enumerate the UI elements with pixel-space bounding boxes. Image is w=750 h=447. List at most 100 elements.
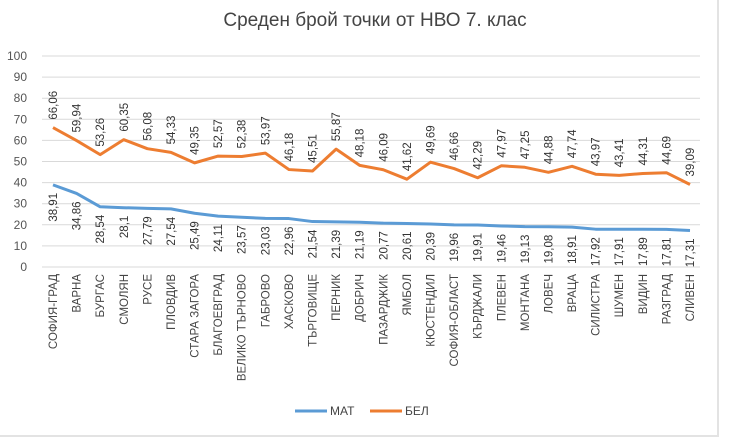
data-label-mat: 17,31 <box>685 238 697 267</box>
data-label-mat: 19,46 <box>496 234 508 263</box>
x-tick-label: БУРГАС <box>95 274 107 317</box>
data-label-mat: 21,19 <box>355 230 367 259</box>
data-label-bel: 56,08 <box>142 112 154 141</box>
y-tick-label: 40 <box>14 176 28 190</box>
legend-label: БЕЛ <box>405 404 429 418</box>
x-tick-label: СТАРА ЗАГОРА <box>190 274 202 358</box>
chart-area <box>0 0 719 437</box>
data-label-mat: 23,03 <box>260 226 272 255</box>
data-label-bel: 53,97 <box>260 116 272 145</box>
y-tick-label: 60 <box>14 133 28 147</box>
y-tick-label: 70 <box>14 112 28 126</box>
x-tick-label: ЯМБОЛ <box>402 274 414 316</box>
x-tick-label: СМОЛЯН <box>119 274 131 325</box>
x-tick-label: СЛИВЕН <box>685 274 697 321</box>
data-label-bel: 47,25 <box>520 131 532 160</box>
data-label-bel: 45,51 <box>308 134 320 163</box>
data-label-mat: 21,54 <box>308 229 320 258</box>
data-label-mat: 19,91 <box>473 233 485 262</box>
data-label-mat: 25,49 <box>190 221 202 250</box>
data-label-bel: 60,35 <box>119 103 131 132</box>
data-label-bel: 49,35 <box>190 126 202 155</box>
x-tick-label: МОНТАНА <box>520 274 532 331</box>
data-label-mat: 20,39 <box>425 232 437 261</box>
y-tick-label: 80 <box>14 91 28 105</box>
data-label-bel: 43,97 <box>591 137 603 166</box>
data-label-mat: 27,54 <box>166 216 178 245</box>
x-tick-label: ПЕРНИК <box>331 274 343 321</box>
x-tick-label: КЪРДЖАЛИ <box>473 274 485 339</box>
data-label-mat: 28,1 <box>119 216 131 238</box>
y-tick-label: 50 <box>14 155 28 169</box>
x-tick-label: СИЛИСТРА <box>591 274 603 336</box>
x-tick-label: ШУМЕН <box>614 274 626 317</box>
x-tick-label: ГАБРОВО <box>260 274 272 327</box>
data-label-bel: 66,06 <box>48 91 60 120</box>
data-label-bel: 46,18 <box>284 133 296 162</box>
data-label-mat: 17,92 <box>591 237 603 266</box>
data-label-mat: 20,77 <box>378 231 390 260</box>
data-label-mat: 19,96 <box>449 233 461 262</box>
data-label-bel: 55,87 <box>331 112 343 141</box>
data-label-mat: 19,13 <box>520 235 532 264</box>
x-tick-label: ВИДИН <box>638 274 650 314</box>
x-tick-label: РАЗГРАД <box>661 274 673 325</box>
data-label-mat: 21,39 <box>331 230 343 259</box>
series-line-bel <box>52 126 691 186</box>
x-tick-label: ХАСКОВО <box>284 274 296 329</box>
series-line-mat <box>52 183 691 232</box>
chart-title: Среден брой точки от НВО 7. клас <box>223 10 527 31</box>
legend-label: МАТ <box>330 404 355 418</box>
data-label-bel: 46,09 <box>378 133 390 162</box>
x-tick-label: ПЛЕВЕН <box>496 274 508 321</box>
x-tick-label: ЛОВЕЧ <box>543 274 555 314</box>
data-label-mat: 23,57 <box>237 225 249 254</box>
data-label-bel: 47,74 <box>567 129 579 158</box>
x-tick-label: ПЛОВДИВ <box>166 274 178 330</box>
x-tick-label: РУСЕ <box>142 274 154 305</box>
data-label-bel: 47,97 <box>496 129 508 158</box>
y-tick-label: 30 <box>14 197 28 211</box>
data-label-mat: 38,91 <box>48 193 60 222</box>
x-tick-label: СОФИЯ-ГРАД <box>48 274 60 349</box>
x-tick-label: ВЕЛИКО ТЪРНОВО <box>237 274 249 381</box>
data-label-bel: 52,57 <box>213 119 225 148</box>
y-tick-label: 90 <box>14 70 28 84</box>
data-label-bel: 41,62 <box>402 142 414 171</box>
x-tick-label: ПАЗАРДЖИК <box>378 274 390 345</box>
data-label-bel: 52,38 <box>237 120 249 149</box>
data-label-mat: 19,08 <box>543 235 555 264</box>
x-tick-label: ДОБРИЧ <box>355 274 367 322</box>
data-label-mat: 34,86 <box>72 201 84 230</box>
data-label-mat: 27,79 <box>142 216 154 245</box>
data-label-mat: 17,89 <box>638 237 650 266</box>
data-label-mat: 22,96 <box>284 227 296 256</box>
y-tick-label: 0 <box>20 260 27 274</box>
data-label-bel: 39,09 <box>685 148 697 177</box>
data-label-bel: 54,33 <box>166 116 178 145</box>
data-label-bel: 44,31 <box>638 137 650 166</box>
data-label-mat: 18,91 <box>567 235 579 264</box>
x-tick-label: ТЪРГОВИЩЕ <box>308 274 320 347</box>
data-label-bel: 49,69 <box>425 125 437 154</box>
data-label-mat: 24,11 <box>213 224 225 252</box>
data-label-bel: 48,18 <box>355 129 367 158</box>
x-tick-label: ВРАЦА <box>567 274 579 313</box>
x-tick-label: КЮСТЕНДИЛ <box>425 274 437 347</box>
data-label-bel: 44,69 <box>661 136 673 165</box>
y-tick-label: 10 <box>14 239 28 253</box>
x-tick-label: СОФИЯ-ОБЛАСТ <box>449 274 461 367</box>
data-label-mat: 17,81 <box>661 237 673 266</box>
data-label-mat: 28,54 <box>95 214 107 243</box>
data-label-bel: 59,94 <box>72 103 84 132</box>
data-label-mat: 20,61 <box>402 232 414 261</box>
data-label-bel: 53,26 <box>95 118 107 147</box>
data-label-bel: 44,88 <box>543 136 555 165</box>
x-tick-label: БЛАГОЕВГРАД <box>213 274 225 356</box>
y-tick-label: 20 <box>14 218 28 232</box>
x-tick-label: ВАРНА <box>72 274 84 313</box>
data-label-bel: 42,29 <box>473 141 485 170</box>
y-tick-label: 100 <box>7 49 27 63</box>
data-label-mat: 17,91 <box>614 237 626 266</box>
data-label-bel: 46,66 <box>449 132 461 161</box>
